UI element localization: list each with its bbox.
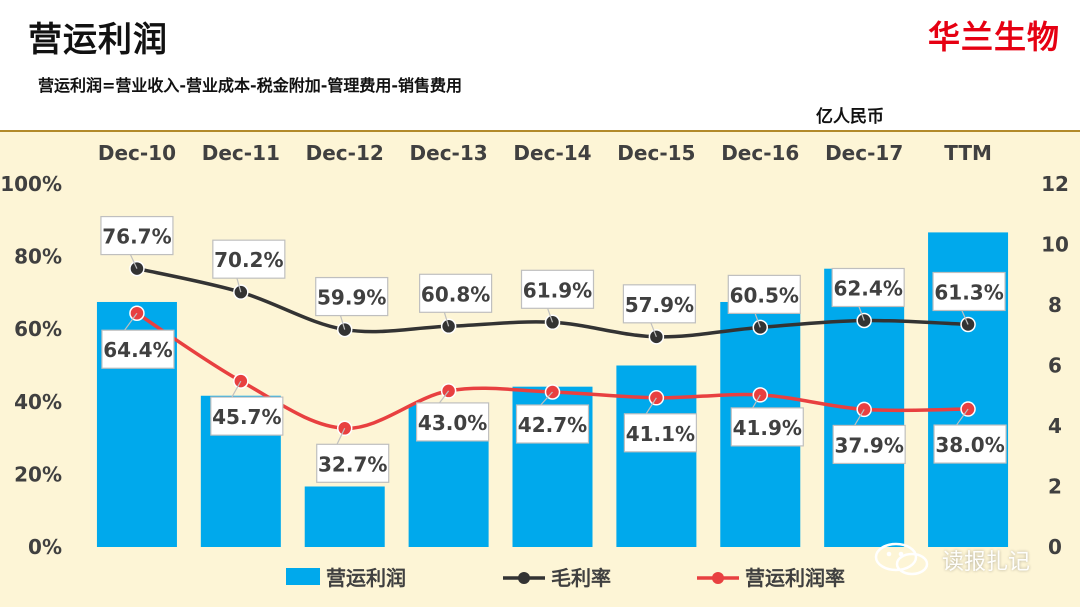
- legend-label: 营运利润率: [745, 566, 845, 590]
- operating-margin-data-label: 32.7%: [318, 452, 387, 476]
- left-axis-tick: 0%: [28, 535, 62, 559]
- legend-label: 营运利润: [326, 566, 406, 590]
- category-label: Dec-12: [306, 141, 384, 165]
- gross-margin-label-box: [831, 267, 905, 308]
- right-axis-tick: 12: [1041, 172, 1069, 196]
- formula-text: 营运利润=营业收入-营业成本-税金附加-管理费用-销售费用: [38, 76, 462, 95]
- gross-margin-label-box: [727, 274, 801, 314]
- right-axis-tick: 4: [1048, 414, 1062, 438]
- brand-name: 华兰生物: [927, 18, 1060, 56]
- right-axis-tick: 0: [1048, 535, 1062, 559]
- gross-margin-data-label: 57.9%: [625, 293, 694, 317]
- right-axis-tick: 6: [1048, 354, 1062, 378]
- gross-margin-data-label: 60.8%: [421, 282, 490, 306]
- category-label: Dec-11: [202, 141, 280, 165]
- gross-margin-label-box: [622, 284, 696, 324]
- watermark-text: 读报扎记: [942, 550, 1031, 575]
- gross-margin-data-label: 60.5%: [730, 283, 799, 307]
- wechat-icon: [874, 542, 929, 576]
- gross-margin-data-label: 62.4%: [833, 276, 902, 300]
- legend-label: 毛利率: [551, 566, 611, 590]
- category-label: Dec-10: [98, 141, 176, 165]
- left-axis-tick: 100%: [0, 172, 62, 196]
- category-label: Dec-16: [721, 141, 799, 165]
- header-band: 营运利润 华兰生物 营运利润=营业收入-营业成本-税金附加-管理费用-销售费用: [0, 0, 1080, 132]
- gross-margin-data-label: 76.7%: [102, 225, 171, 249]
- right-axis-tick: 2: [1048, 475, 1062, 499]
- operating-margin-label-box: [210, 396, 284, 436]
- watermark: 读报扎记: [872, 542, 1052, 576]
- gross-margin-label-box: [520, 269, 595, 309]
- right-axis-tick: 10: [1041, 233, 1069, 257]
- left-axis-tick: 20%: [14, 462, 62, 486]
- gross-margin-data-label: 70.2%: [214, 248, 283, 272]
- right-axis-unit: 亿人民币: [816, 106, 884, 127]
- left-axis-tick: 40%: [14, 390, 62, 414]
- operating-margin-label-box: [316, 443, 390, 483]
- operating-margin-label-box: [730, 407, 804, 447]
- legend-swatch-bar: [286, 568, 320, 585]
- operating-margin-data-label: 38.0%: [935, 433, 1004, 457]
- category-label: Dec-17: [825, 141, 903, 165]
- operating-margin-label-box: [623, 413, 697, 453]
- legend-marker-op: [712, 572, 724, 584]
- operating-margin-data-label: 37.9%: [834, 433, 903, 457]
- gross-margin-data-label: 61.3%: [934, 280, 1003, 304]
- operating-margin-data-label: 64.4%: [103, 338, 172, 362]
- operating-margin-data-label: 43.0%: [418, 411, 487, 435]
- bar-dec-12: [304, 486, 385, 547]
- category-label: Dec-15: [617, 141, 695, 165]
- left-axis-tick: 80%: [14, 245, 62, 269]
- page-title: 营运利润: [28, 20, 168, 60]
- operating-margin-data-label: 41.9%: [733, 416, 802, 440]
- gross-margin-label-box: [315, 276, 389, 317]
- legend-marker-gross: [518, 572, 530, 584]
- gross-margin-data-label: 61.9%: [523, 278, 592, 302]
- operating-margin-data-label: 45.7%: [212, 405, 281, 429]
- gross-margin-label-box: [419, 273, 493, 313]
- gross-margin-label-box: [212, 239, 286, 279]
- right-axis-tick: 8: [1048, 293, 1062, 317]
- gross-margin-label-box: [100, 215, 174, 256]
- left-axis-tick: 60%: [14, 317, 62, 341]
- category-label: Dec-13: [410, 141, 488, 165]
- gross-margin-label-box: [932, 271, 1006, 312]
- category-label: Dec-14: [513, 141, 591, 165]
- operating-margin-label-box: [515, 404, 590, 444]
- category-label: TTM: [944, 141, 992, 165]
- operating-margin-label-box: [832, 424, 906, 465]
- operating-margin-label-box: [933, 424, 1007, 464]
- operating-margin-label-box: [101, 329, 175, 369]
- operating-margin-label-box: [416, 402, 490, 442]
- operating-margin-data-label: 42.7%: [518, 413, 587, 437]
- gross-margin-data-label: 59.9%: [317, 286, 386, 310]
- operating-margin-data-label: 41.1%: [626, 422, 695, 446]
